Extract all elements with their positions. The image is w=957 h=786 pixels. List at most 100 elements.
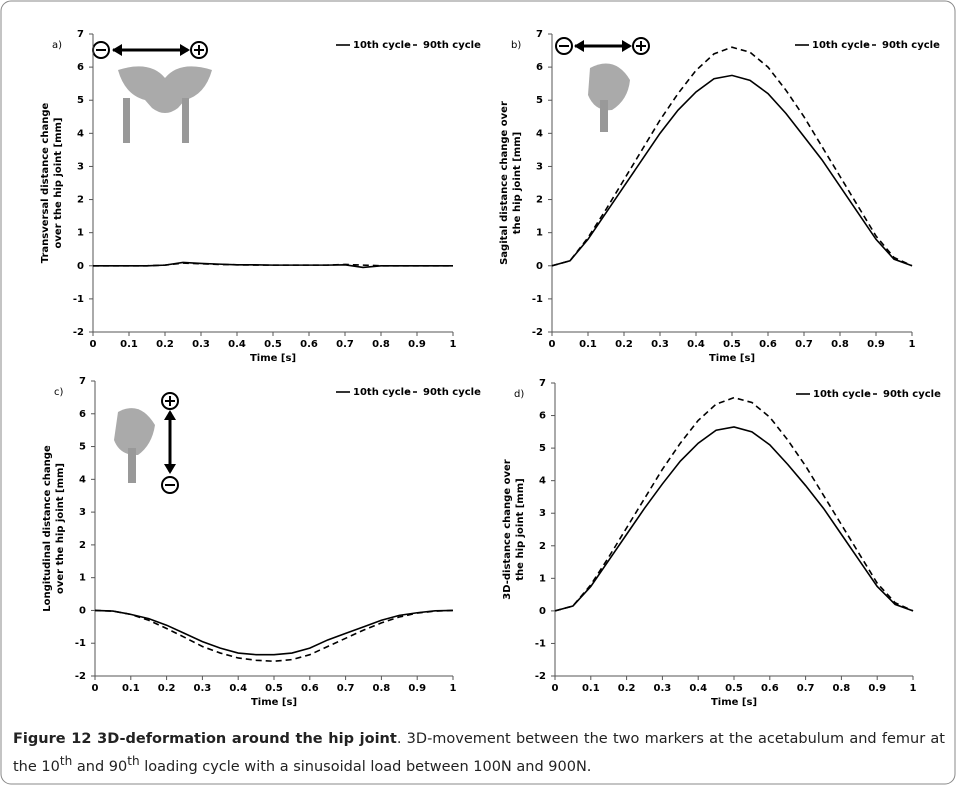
- y-tick-label: 5: [536, 95, 543, 106]
- y-axis-title: Transversal distance change: [40, 103, 51, 264]
- y-axis-title: the hip joint [mm]: [515, 478, 526, 580]
- x-tick-label: 0.6: [301, 683, 319, 694]
- caption-title: Figure 12 3D-deformation around the hip …: [13, 731, 397, 747]
- legend-label: 90th cycle: [423, 387, 481, 398]
- panel-label: c): [54, 387, 63, 398]
- y-tick-label: 1: [77, 228, 84, 239]
- x-tick-label: 0.8: [372, 339, 390, 350]
- x-tick-label: 0.2: [158, 683, 176, 694]
- y-tick-label: 4: [539, 476, 546, 487]
- caption-sup: th: [127, 754, 140, 768]
- x-tick-label: 0.3: [194, 683, 212, 694]
- x-tick-label: 0.8: [831, 339, 849, 350]
- x-tick-label: 0: [549, 339, 556, 350]
- series-line: [551, 46, 913, 267]
- legend-label: 10th cycle: [812, 40, 870, 51]
- y-tick-label: 1: [539, 573, 546, 584]
- y-axis-title: Sagital distance change over: [499, 101, 510, 265]
- x-tick-label: 0: [90, 339, 97, 350]
- x-tick-label: 0.9: [867, 339, 885, 350]
- x-tick-label: 0.6: [761, 683, 779, 694]
- x-tick-label: 0.4: [687, 339, 705, 350]
- y-tick-label: -1: [532, 294, 543, 305]
- x-tick-label: 0.1: [582, 683, 600, 694]
- y-tick-label: 3: [539, 508, 546, 519]
- x-tick-label: 0.8: [833, 683, 851, 694]
- panel-label: a): [52, 40, 62, 51]
- y-axis-title: 3D-distance change over: [502, 459, 513, 599]
- y-tick-label: 2: [539, 541, 546, 552]
- y-tick-label: 1: [536, 228, 543, 239]
- series-line: [554, 396, 914, 612]
- series-line: [554, 426, 914, 612]
- y-tick-label: 5: [79, 442, 86, 453]
- y-tick-label: -1: [75, 638, 86, 649]
- y-tick-label: 7: [539, 378, 546, 389]
- y-tick-label: 1: [79, 573, 86, 584]
- x-tick-label: 0.9: [868, 683, 886, 694]
- x-tick-label: 1: [450, 683, 457, 694]
- series-line: [551, 74, 913, 267]
- x-tick-label: 0.3: [654, 683, 672, 694]
- y-tick-label: 0: [539, 606, 546, 617]
- icon-a: [92, 41, 212, 143]
- x-tick-label: 0.7: [336, 339, 354, 350]
- caption-sup: th: [59, 754, 73, 768]
- x-tick-label: 0.7: [797, 683, 815, 694]
- y-axis-title: over the hip joint [mm]: [53, 117, 64, 248]
- y-tick-label: 0: [536, 261, 543, 272]
- icon-c: [114, 392, 179, 494]
- x-tick-label: 0.5: [725, 683, 743, 694]
- x-tick-label: 1: [909, 339, 916, 350]
- caption-text: and 90: [72, 758, 128, 775]
- x-axis-title: Time [s]: [711, 697, 757, 708]
- y-tick-label: 7: [77, 29, 84, 40]
- legend-label: 10th cycle: [353, 387, 411, 398]
- x-tick-label: 0.9: [408, 683, 426, 694]
- y-tick-label: -2: [535, 671, 546, 682]
- legend-label: 10th cycle: [813, 389, 871, 400]
- series-line: [93, 262, 453, 267]
- y-tick-label: -2: [75, 671, 86, 682]
- x-tick-label: 0.1: [120, 339, 138, 350]
- x-axis-title: Time [s]: [250, 353, 296, 364]
- y-tick-label: 3: [536, 161, 543, 172]
- y-tick-label: 2: [77, 195, 84, 206]
- y-tick-label: 4: [79, 474, 86, 485]
- y-tick-label: 4: [536, 128, 543, 139]
- y-tick-label: 4: [77, 128, 84, 139]
- y-tick-label: 3: [79, 507, 86, 518]
- y-tick-label: 6: [77, 62, 84, 73]
- y-axis-title: Longitudinal distance change: [42, 445, 53, 612]
- x-tick-label: 1: [910, 683, 917, 694]
- x-tick-label: 0.4: [228, 339, 246, 350]
- y-tick-label: -2: [73, 327, 84, 338]
- x-axis-title: Time [s]: [251, 697, 297, 708]
- x-tick-label: 0.7: [337, 683, 355, 694]
- y-axis-title: the hip joint [mm]: [512, 132, 523, 234]
- x-tick-label: 0.5: [723, 339, 741, 350]
- y-axis-title: over the hip joint [mm]: [55, 463, 66, 594]
- y-tick-label: 3: [77, 161, 84, 172]
- y-tick-label: 6: [79, 409, 86, 420]
- y-tick-label: 6: [539, 411, 546, 422]
- x-tick-label: 0.2: [615, 339, 633, 350]
- y-tick-label: 7: [536, 29, 543, 40]
- y-tick-label: -1: [73, 294, 84, 305]
- legend-label: 90th cycle: [423, 40, 481, 51]
- x-tick-label: 0.8: [373, 683, 391, 694]
- y-tick-label: 6: [536, 62, 543, 73]
- y-tick-label: 0: [77, 261, 84, 272]
- y-tick-label: 2: [536, 195, 543, 206]
- caption-text: . 3D-movement between the two markers at…: [13, 731, 945, 775]
- legend-label: 10th cycle: [353, 40, 411, 51]
- y-tick-label: 5: [77, 95, 84, 106]
- x-tick-label: 0.1: [579, 339, 597, 350]
- x-tick-label: 0.2: [618, 683, 636, 694]
- y-tick-label: 7: [79, 376, 86, 387]
- y-tick-label: 2: [79, 540, 86, 551]
- x-tick-label: 0.3: [192, 339, 210, 350]
- y-tick-label: 0: [79, 605, 86, 616]
